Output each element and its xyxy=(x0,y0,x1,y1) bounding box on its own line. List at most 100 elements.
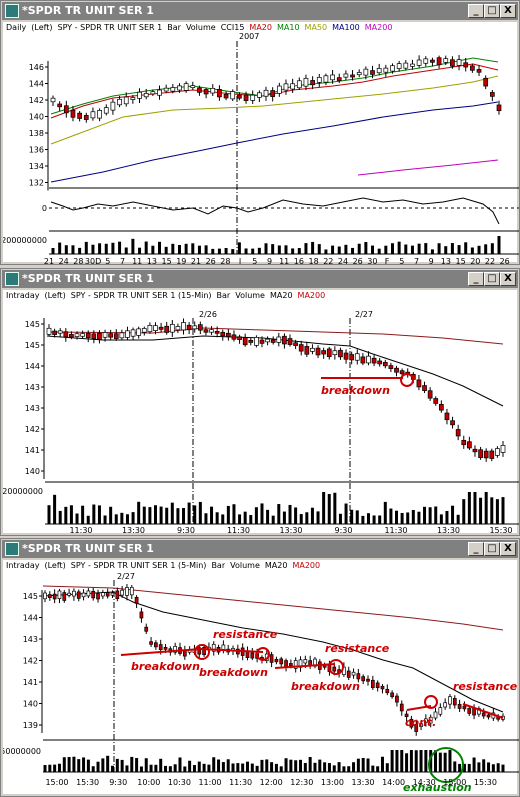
volume-bar xyxy=(92,504,96,524)
volume-bar xyxy=(97,505,101,524)
x-axis-label: 21 xyxy=(44,257,54,264)
price-bar xyxy=(399,370,405,375)
cont-circle xyxy=(424,695,438,709)
chart-area[interactable]: Intraday (Left) SPY - SPDR TR UNIT SER 1 (… xyxy=(3,290,519,535)
volume-bar xyxy=(244,248,248,254)
price-tick-label: 143 xyxy=(25,383,40,392)
price-bar xyxy=(450,59,455,67)
side-label: (Left) xyxy=(44,561,66,570)
volume-bar xyxy=(62,757,66,772)
intraday-15min-chart[interactable]: 2/26 2/27 145 145 144 143 143 142 141 140 20000… xyxy=(3,290,519,535)
minimize-button[interactable]: _ xyxy=(468,4,484,18)
volume-bar xyxy=(434,506,438,524)
price-bar xyxy=(433,398,439,404)
x-axis-label: J xyxy=(238,257,241,264)
volume-bar xyxy=(64,506,68,524)
close-button[interactable]: X xyxy=(500,4,516,18)
price-bar xyxy=(296,80,302,89)
volume-bar xyxy=(484,244,488,254)
volume-bar xyxy=(496,763,500,772)
title-bar[interactable]: *SPDR TR UNIT SER 1 _ □ X xyxy=(2,540,518,558)
close-button[interactable]: X xyxy=(500,272,516,286)
x-axis-label: 13:30 xyxy=(279,526,302,535)
volume-bar xyxy=(251,248,255,254)
daily-price-chart[interactable]: 2007 146 144 142 140 138 136 134 132 0 20000000… xyxy=(3,22,519,264)
volume-bar xyxy=(64,245,68,254)
volume-bar xyxy=(250,763,254,772)
year-marker: 2007 xyxy=(239,32,259,41)
price-bar xyxy=(47,594,52,598)
price-bar xyxy=(390,65,395,72)
minimize-button[interactable]: _ xyxy=(468,542,484,556)
price-bar xyxy=(136,328,142,336)
volume-bar xyxy=(53,764,57,772)
intraday-5min-chart[interactable]: 2/27 145 144 143 142 141 140 139 50000000 brea… xyxy=(3,560,519,796)
price-bar xyxy=(293,660,298,669)
minimize-button[interactable]: _ xyxy=(468,272,484,286)
volume-bar xyxy=(197,761,201,772)
price-bar xyxy=(463,62,469,68)
chart-area[interactable]: Intraday (Left) SPY - SPDR TR UNIT SER 1 (… xyxy=(3,560,519,796)
price-bar xyxy=(430,59,435,63)
ma200-label: MA200 xyxy=(364,23,393,32)
volume-bar xyxy=(277,245,281,254)
price-tick-label: 145 xyxy=(25,320,40,329)
volume-bar xyxy=(260,503,264,524)
price-bar xyxy=(52,330,57,335)
volume-bar xyxy=(187,502,191,524)
volume-bar xyxy=(383,501,387,524)
volume-bar xyxy=(477,762,481,772)
price-bar xyxy=(354,353,360,361)
price-bar xyxy=(102,332,108,338)
volume-bar xyxy=(344,503,348,524)
maximize-button[interactable]: □ xyxy=(484,542,500,556)
daily-chart-window: *SPDR TR UNIT SER 1 _ □ X Daily (Left) SPY… xyxy=(0,0,520,265)
resistance-line xyxy=(120,648,202,656)
price-tick-label: 138 xyxy=(29,129,44,138)
price-bar xyxy=(483,77,489,87)
type-label: Bar xyxy=(211,561,226,570)
volume-bar xyxy=(371,245,375,254)
price-bar xyxy=(62,592,67,601)
annotation-resistance-2: resistance xyxy=(325,642,390,655)
x-axis-label: F xyxy=(385,257,390,264)
price-bar xyxy=(308,660,313,666)
price-tick-label: 141 xyxy=(25,446,40,455)
volume-bar xyxy=(106,755,110,772)
x-axis-label: 20 xyxy=(470,257,480,264)
volume-bar xyxy=(198,501,202,524)
volume-bar xyxy=(178,757,182,772)
close-button[interactable]: X xyxy=(500,542,516,556)
volume-bar xyxy=(131,512,135,524)
volume-bar xyxy=(333,492,337,524)
x-axis-label: 12:30 xyxy=(290,778,313,787)
volume-bar xyxy=(438,752,442,772)
price-bar xyxy=(351,671,356,676)
volume-bar xyxy=(224,248,228,254)
volume-bar xyxy=(357,243,361,254)
price-bar xyxy=(181,322,186,331)
volume-bar xyxy=(351,247,355,254)
maximize-button[interactable]: □ xyxy=(484,4,500,18)
chart-area[interactable]: Daily (Left) SPY - SPDR TR UNIT SER 1 Bar Vo… xyxy=(3,22,519,264)
price-bar xyxy=(274,659,279,663)
volume-bar xyxy=(482,759,486,772)
price-bar xyxy=(467,441,472,449)
x-axis-label: 13:00 xyxy=(321,778,344,787)
title-bar[interactable]: *SPDR TR UNIT SER 1 _ □ X xyxy=(2,2,518,20)
maximize-button[interactable]: □ xyxy=(484,272,500,286)
price-tick-label: 132 xyxy=(29,179,44,188)
volume-bar xyxy=(410,245,414,254)
price-bar xyxy=(120,589,124,596)
volume-bar xyxy=(142,506,146,524)
volume-bar xyxy=(215,512,219,524)
volume-bar xyxy=(58,510,62,524)
price-bar xyxy=(390,692,394,698)
volume-bar xyxy=(445,510,449,524)
price-bar xyxy=(424,718,428,723)
volume-bar xyxy=(288,504,292,524)
price-bar xyxy=(303,77,309,87)
title-bar[interactable]: *SPDR TR UNIT SER 1 _ □ X xyxy=(2,270,518,288)
price-tick-label: 143 xyxy=(25,404,40,413)
volume-bar xyxy=(423,506,427,524)
